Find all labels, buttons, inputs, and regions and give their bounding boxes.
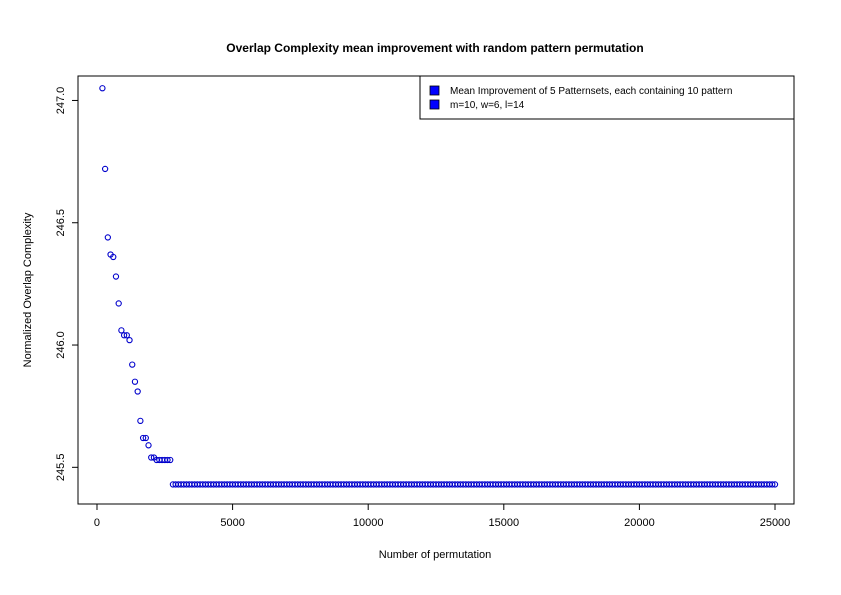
data-point xyxy=(123,332,130,339)
legend-entry: m=10, w=6, l=14 xyxy=(450,100,525,111)
data-point xyxy=(148,454,155,461)
data-point xyxy=(99,85,106,92)
x-tick-label: 0 xyxy=(94,517,100,529)
y-axis: 245.5 246.0 246.5 247.0 xyxy=(55,87,78,481)
data-point xyxy=(129,361,136,368)
data-point xyxy=(167,456,174,464)
legend-entry: Mean Improvement of 5 Patternsets, each … xyxy=(450,86,732,97)
data-point xyxy=(137,417,144,424)
x-tick-label: 20000 xyxy=(624,517,655,529)
data-point xyxy=(101,165,109,173)
y-axis-label: Normalized Overlap Complexity xyxy=(22,212,34,367)
y-tick-label: 246.5 xyxy=(55,209,67,237)
data-point xyxy=(120,332,128,339)
y-tick-label: 245.5 xyxy=(55,454,67,482)
data-point xyxy=(115,300,122,307)
y-tick-label: 246.0 xyxy=(55,331,67,359)
data-point xyxy=(112,273,120,280)
x-tick-label: 10000 xyxy=(353,517,384,529)
y-tick-label: 247.0 xyxy=(55,87,67,115)
legend-swatch xyxy=(429,99,440,110)
data-point xyxy=(139,434,147,442)
legend-swatch xyxy=(429,85,440,96)
data-point xyxy=(769,481,776,488)
x-tick-label: 15000 xyxy=(489,517,520,529)
data-point xyxy=(126,336,133,344)
x-tick-label: 25000 xyxy=(760,517,791,529)
data-point xyxy=(110,253,117,261)
chart-title: Overlap Complexity mean improvement with… xyxy=(226,41,643,55)
x-axis-label: Number of permutation xyxy=(379,549,492,561)
data-point xyxy=(134,388,141,395)
legend: Mean Improvement of 5 Patternsets, each … xyxy=(419,75,795,120)
data-point xyxy=(131,378,139,385)
plot-frame xyxy=(77,75,795,505)
data-point xyxy=(771,481,779,488)
data-point xyxy=(118,327,125,334)
legend-box xyxy=(419,75,795,120)
data-point xyxy=(104,234,111,241)
data-point xyxy=(164,456,171,464)
data-point xyxy=(142,434,149,442)
data-points xyxy=(99,85,779,488)
x-tick-label: 5000 xyxy=(220,517,244,529)
data-point xyxy=(145,442,152,449)
x-axis: 0 5000 10000 15000 20000 25000 xyxy=(94,504,790,529)
